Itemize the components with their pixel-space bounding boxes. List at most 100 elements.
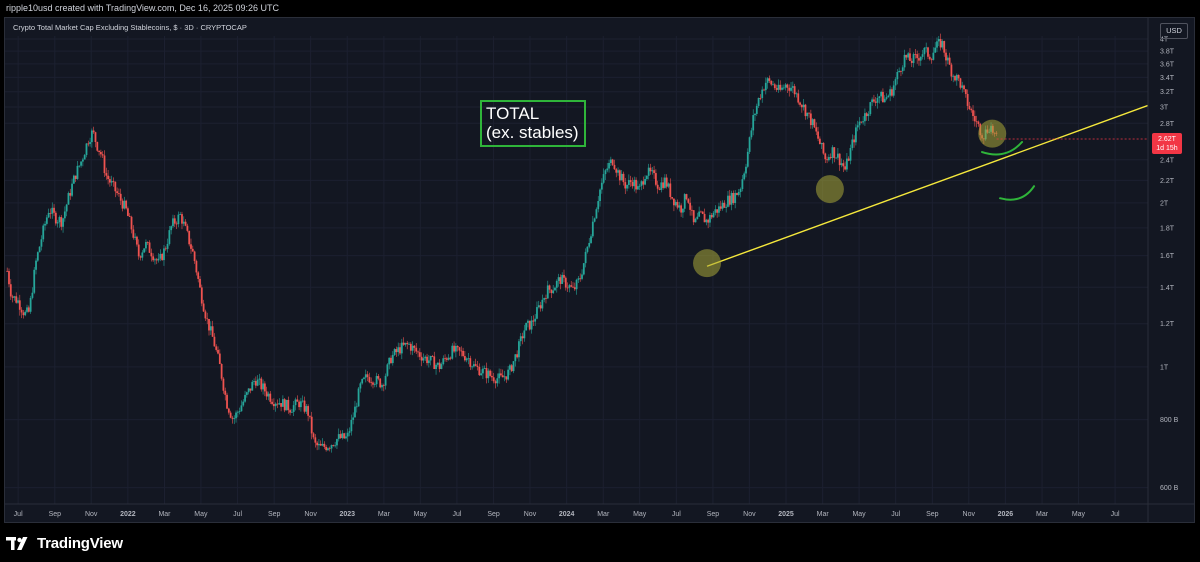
candle-body	[63, 211, 66, 219]
candle-body	[465, 358, 468, 361]
candle-body	[745, 166, 747, 174]
candle-body	[429, 355, 432, 361]
text-annotation-box[interactable]: TOTAL (ex. stables)	[480, 100, 586, 147]
candle-body	[332, 445, 335, 446]
price-tick-label: 4T	[1160, 36, 1169, 43]
price-tick-label: 2T	[1160, 200, 1169, 207]
candle-body	[498, 373, 501, 379]
candle-body	[136, 236, 138, 245]
candle-body	[563, 274, 565, 278]
branding-footer[interactable]: TradingView	[6, 533, 123, 553]
candle-body	[961, 85, 964, 88]
price-tick-label: 1T	[1160, 364, 1169, 371]
highlight-circle	[693, 249, 722, 278]
candle-body	[754, 113, 756, 116]
candle-body	[898, 70, 901, 73]
candle-body	[838, 153, 841, 166]
time-tick-label: Jul	[672, 511, 681, 518]
candle-body	[954, 75, 956, 81]
candle-body	[60, 217, 63, 227]
candle-body	[15, 296, 18, 303]
candle-body	[258, 378, 261, 380]
candle-body	[110, 181, 113, 183]
candle-body	[280, 403, 282, 407]
candle-body	[622, 173, 625, 183]
candle-body	[132, 229, 135, 238]
candle-body	[966, 93, 969, 106]
candle-body	[45, 217, 48, 224]
currency-button[interactable]: USD	[1160, 23, 1188, 39]
price-tick-label: 2.8T	[1160, 121, 1175, 128]
candle-body	[923, 47, 926, 55]
candle-body	[568, 285, 571, 288]
candle-body	[352, 417, 355, 420]
candle-body	[208, 318, 210, 331]
candle-body	[251, 381, 254, 391]
candle-body	[804, 104, 807, 117]
candle-body	[197, 272, 200, 279]
candle-body	[973, 116, 976, 122]
time-tick-label: May	[1072, 511, 1086, 518]
price-chart[interactable]: 4T 3.8T 3.6T 3.4T 3.2T 3T 2.8T 2.4T 2.2T 2T 1.8T 1.…	[5, 18, 1194, 522]
candle-body	[355, 406, 358, 408]
candle-body	[18, 300, 21, 310]
candle-body	[671, 197, 674, 199]
candle-body	[564, 277, 567, 288]
candle-body	[24, 311, 27, 316]
candle-body	[721, 202, 724, 209]
candle-body	[887, 95, 890, 98]
candle-body	[29, 297, 32, 312]
candle-body	[579, 278, 582, 280]
candle-body	[835, 157, 837, 159]
candle-body	[175, 223, 178, 225]
candle-body	[53, 207, 55, 213]
candle-body	[482, 368, 484, 374]
candle-body	[939, 38, 942, 48]
chart-panel[interactable]: 4T 3.8T 3.6T 3.4T 3.2T 3T 2.8T 2.4T 2.2T 2T 1.8T 1.…	[4, 17, 1195, 523]
candle-body	[274, 403, 277, 407]
candle-body	[548, 285, 551, 290]
candle-body	[244, 394, 246, 402]
candle-body	[889, 89, 892, 96]
candle-body	[143, 248, 146, 253]
candle-body	[310, 416, 313, 434]
price-tick-label: 800 B	[1160, 417, 1179, 424]
candle-body	[281, 399, 284, 407]
candle-body	[555, 280, 558, 288]
candle-body	[894, 79, 897, 86]
candle-body	[627, 180, 630, 185]
candle-body	[892, 85, 895, 96]
candle-body	[107, 175, 110, 180]
last-price-value: 2.62T	[1158, 136, 1176, 144]
candle-body	[254, 381, 257, 386]
candle-body	[537, 305, 540, 308]
candle-body	[188, 230, 191, 245]
candle-body	[882, 91, 884, 103]
symbol-title[interactable]: Crypto Total Market Cap Excluding Stable…	[13, 23, 247, 32]
candle-body	[98, 150, 100, 152]
candle-body	[161, 253, 164, 261]
candle-body	[298, 401, 301, 408]
candle-body	[118, 193, 120, 194]
price-tick-label: 2.2T	[1160, 178, 1175, 185]
candle-body	[820, 142, 823, 145]
time-tick-label: Nov	[304, 511, 317, 518]
candle-body	[233, 418, 236, 420]
candle-body	[692, 210, 695, 223]
candle-body	[85, 143, 88, 155]
candle-body	[393, 349, 396, 355]
candle-body	[54, 212, 57, 224]
candle-body	[272, 403, 275, 407]
candle-body	[276, 403, 279, 405]
candle-body	[707, 219, 710, 223]
time-tick-label: Sep	[926, 511, 939, 518]
candle-body	[467, 358, 470, 360]
candle-body	[379, 378, 382, 388]
candle-body	[638, 185, 641, 187]
candle-body	[811, 119, 814, 126]
candle-body	[359, 383, 362, 389]
candle-body	[330, 445, 333, 449]
last-price-tag: 2.62T 1d 15h	[1152, 133, 1182, 155]
candle-body	[516, 354, 519, 358]
candle-body	[952, 75, 955, 77]
